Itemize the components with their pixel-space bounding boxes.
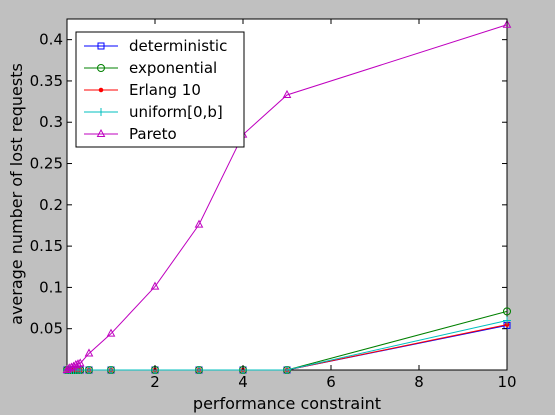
data-point	[107, 366, 115, 374]
legend-label: exponential	[129, 59, 217, 77]
x-tick-label: 6	[326, 373, 336, 391]
data-point	[503, 316, 511, 325]
x-tick-label: 4	[238, 373, 248, 391]
x-tick-label: 10	[497, 373, 516, 391]
data-point	[194, 219, 204, 228]
legend-marker	[97, 64, 105, 72]
legend-marker	[98, 87, 104, 93]
y-tick-label: 0.3	[39, 113, 63, 131]
data-point	[85, 366, 93, 374]
y-tick-label: 0.4	[39, 31, 63, 49]
data-point	[502, 19, 512, 28]
legend: deterministic exponential Erlang 10 uniform…	[75, 31, 245, 148]
data-point	[106, 328, 116, 337]
series-4	[62, 19, 512, 373]
series-layer	[62, 19, 512, 374]
legend-marker	[97, 42, 105, 50]
y-tick-label: 0.25	[30, 155, 63, 173]
data-point	[195, 366, 203, 374]
legend-entry: deterministic	[84, 37, 227, 55]
legend-entry: Pareto	[84, 125, 177, 143]
axes-layer: 2 4 6 8 10 0.05 0.1 0.15 0.2 0.25 0.3 0.35 0.4	[30, 19, 517, 391]
legend-label: Erlang 10	[129, 81, 201, 99]
data-point	[84, 348, 94, 357]
y-tick-label: 0.1	[39, 278, 63, 296]
legend-entry: exponential	[84, 59, 217, 77]
y-axis-label: average number of lost requests	[7, 63, 26, 325]
legend-label: uniform[0,b]	[129, 103, 223, 121]
y-tick-label: 0.15	[30, 237, 63, 255]
series-line	[66, 24, 508, 371]
data-point	[503, 307, 511, 316]
legend-marker	[96, 128, 106, 137]
data-point	[75, 358, 85, 367]
data-point	[150, 281, 160, 290]
legend-label: Pareto	[129, 125, 177, 143]
data-point	[73, 359, 83, 368]
y-tick-label: 0.2	[39, 196, 63, 214]
y-tick-label: 0.05	[30, 320, 63, 338]
legend-entry: Erlang 10	[84, 81, 201, 99]
legend-label: deterministic	[129, 37, 227, 55]
data-point	[282, 89, 292, 98]
legend-entry: uniform[0,b]	[84, 103, 223, 121]
x-axis-label: performance constraint	[193, 394, 381, 413]
x-tick-label: 2	[150, 373, 160, 391]
data-point	[76, 366, 85, 374]
legend-marker	[97, 108, 105, 116]
y-tick-label: 0.35	[30, 72, 63, 90]
data-point	[283, 366, 291, 374]
x-tick-label: 8	[414, 373, 424, 391]
